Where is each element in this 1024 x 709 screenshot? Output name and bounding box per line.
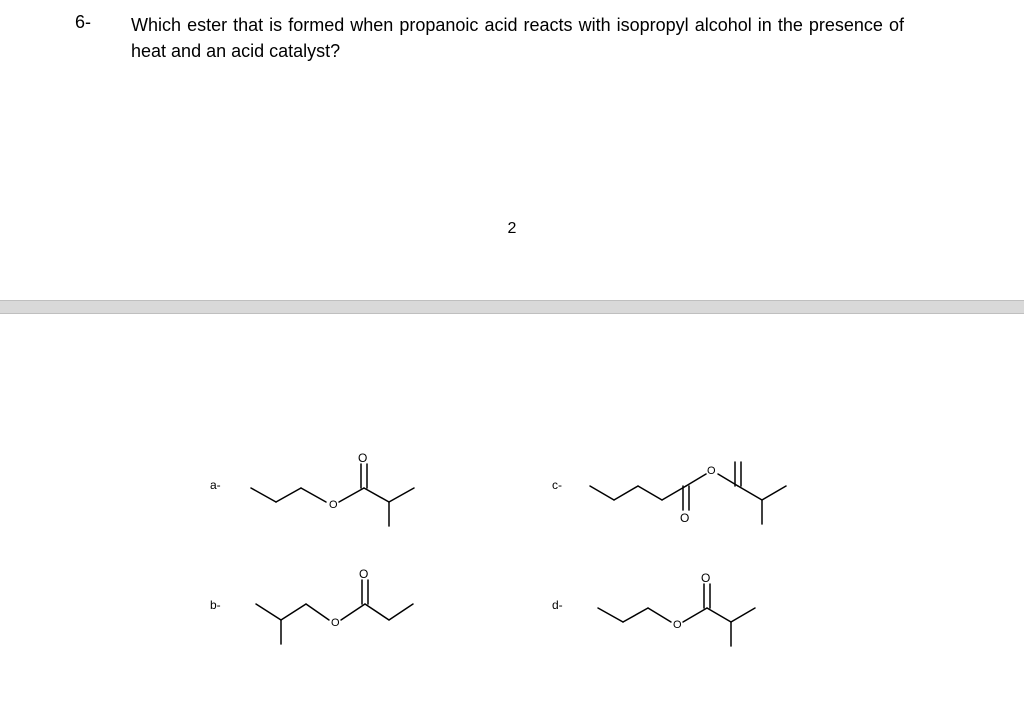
choice-row-2: b- O O d- — [210, 560, 894, 650]
question-row: 6- Which ester that is formed when propa… — [75, 12, 904, 64]
answer-choices: a- O O c- — [210, 440, 894, 680]
choice-c-label: c- — [552, 478, 562, 492]
choice-b: b- O O — [210, 560, 552, 650]
svg-text:O: O — [680, 511, 689, 525]
choice-a: a- O O — [210, 440, 552, 530]
svg-text:O: O — [329, 499, 338, 511]
choice-d-label: d- — [552, 598, 563, 612]
page-number: 2 — [0, 220, 1024, 238]
svg-text:O: O — [707, 465, 716, 477]
structure-a: O O — [241, 440, 441, 530]
svg-text:O: O — [673, 619, 682, 631]
question-number: 6- — [75, 12, 91, 33]
choice-b-label: b- — [210, 598, 221, 612]
svg-text:O: O — [358, 451, 367, 465]
structure-d: O O — [583, 560, 783, 650]
svg-text:O: O — [331, 617, 340, 629]
choice-a-label: a- — [210, 478, 221, 492]
structure-b: O O — [241, 560, 441, 650]
choice-d: d- O O — [552, 560, 894, 650]
page-separator — [0, 300, 1024, 314]
choice-c: c- O O — [552, 440, 894, 530]
structure-c: O O — [582, 440, 802, 530]
svg-text:O: O — [359, 567, 368, 581]
choice-row-1: a- O O c- — [210, 440, 894, 530]
svg-text:O: O — [701, 571, 710, 585]
question-text: Which ester that is formed when propanoi… — [131, 12, 904, 64]
